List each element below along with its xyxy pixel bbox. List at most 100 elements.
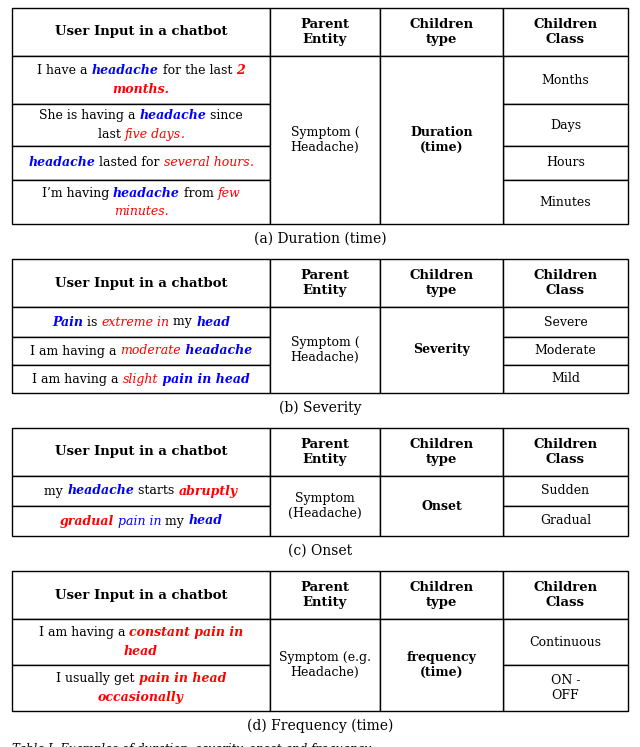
Text: headache: headache	[140, 109, 206, 123]
Text: starts: starts	[134, 485, 179, 498]
Text: I’m having: I’m having	[42, 187, 113, 199]
Text: my: my	[161, 515, 188, 527]
Bar	[12, 506, 270, 536]
Text: She is having a: She is having a	[39, 109, 140, 123]
Text: Duration
(time): Duration (time)	[410, 126, 473, 154]
Text: 2: 2	[236, 64, 244, 77]
Bar	[270, 476, 380, 536]
Text: several hours: several hours	[164, 157, 250, 170]
Bar	[503, 506, 628, 536]
Bar	[12, 571, 270, 619]
Bar	[503, 571, 628, 619]
Bar	[12, 665, 270, 711]
Text: last: last	[97, 128, 124, 140]
Text: minutes.: minutes.	[114, 205, 168, 218]
Bar	[12, 180, 270, 224]
Text: .: .	[250, 157, 253, 170]
Bar	[380, 571, 503, 619]
Text: Children
type: Children type	[410, 269, 474, 297]
Text: occasionally: occasionally	[98, 691, 184, 704]
Text: Symptom
(Headache): Symptom (Headache)	[288, 492, 362, 520]
Bar	[12, 619, 270, 665]
Text: Days: Days	[550, 119, 581, 131]
Bar	[380, 56, 503, 224]
Bar	[503, 259, 628, 307]
Text: head: head	[124, 645, 158, 657]
Bar	[12, 337, 270, 365]
Text: I am having a: I am having a	[30, 344, 120, 358]
Bar	[503, 104, 628, 146]
Text: Severe: Severe	[543, 315, 588, 329]
Text: Severity: Severity	[413, 344, 470, 356]
Text: I usually get: I usually get	[56, 672, 139, 685]
Bar	[380, 476, 503, 536]
Bar	[270, 571, 380, 619]
Text: headache: headache	[92, 64, 159, 77]
Bar	[380, 619, 503, 711]
Text: few: few	[218, 187, 241, 199]
Text: my: my	[169, 315, 196, 329]
Bar	[503, 180, 628, 224]
Text: headache: headache	[29, 157, 95, 170]
Text: Pain: Pain	[52, 315, 83, 329]
Text: Moderate: Moderate	[534, 344, 596, 358]
Text: .: .	[180, 128, 184, 140]
Text: Children
type: Children type	[410, 581, 474, 609]
Text: Onset: Onset	[421, 500, 462, 512]
Text: moderate: moderate	[120, 344, 181, 358]
Text: months.: months.	[113, 83, 170, 96]
Text: Table I: Examples of duration, severity, onset and frequency: Table I: Examples of duration, severity,…	[12, 743, 371, 747]
Bar	[503, 56, 628, 104]
Text: User Input in a chatbot: User Input in a chatbot	[55, 445, 227, 459]
Text: User Input in a chatbot: User Input in a chatbot	[55, 25, 227, 39]
Bar	[12, 307, 270, 337]
Text: my: my	[44, 485, 67, 498]
Bar	[503, 337, 628, 365]
Text: Symptom (e.g.
Headache): Symptom (e.g. Headache)	[279, 651, 371, 679]
Text: Parent
Entity: Parent Entity	[301, 581, 349, 609]
Text: I am having a: I am having a	[32, 373, 123, 385]
Text: since: since	[206, 109, 243, 123]
Text: Gradual: Gradual	[540, 515, 591, 527]
Text: Children
Class: Children Class	[533, 269, 598, 297]
Bar	[503, 428, 628, 476]
Bar	[270, 259, 380, 307]
Text: Children
Class: Children Class	[533, 438, 598, 466]
Text: (a) Duration (time): (a) Duration (time)	[253, 232, 387, 246]
Bar	[503, 476, 628, 506]
Text: gradual: gradual	[60, 515, 114, 527]
Text: Parent
Entity: Parent Entity	[301, 438, 349, 466]
Bar	[270, 428, 380, 476]
Text: Parent
Entity: Parent Entity	[301, 18, 349, 46]
Text: Children
type: Children type	[410, 438, 474, 466]
Text: Children
Class: Children Class	[533, 581, 598, 609]
Bar	[270, 307, 380, 393]
Text: five days: five days	[124, 128, 180, 140]
Bar	[503, 365, 628, 393]
Text: lasted for: lasted for	[95, 157, 164, 170]
Text: headache: headache	[113, 187, 180, 199]
Text: (c) Onset: (c) Onset	[288, 544, 352, 558]
Bar	[380, 8, 503, 56]
Text: abruptly: abruptly	[179, 485, 237, 498]
Bar	[503, 307, 628, 337]
Text: frequency
(time): frequency (time)	[406, 651, 476, 679]
Text: Months: Months	[541, 73, 589, 87]
Text: headache: headache	[181, 344, 252, 358]
Bar	[12, 146, 270, 180]
Bar	[12, 8, 270, 56]
Bar	[12, 365, 270, 393]
Bar	[12, 259, 270, 307]
Text: Parent
Entity: Parent Entity	[301, 269, 349, 297]
Text: User Input in a chatbot: User Input in a chatbot	[55, 276, 227, 290]
Bar	[270, 56, 380, 224]
Text: pain in: pain in	[114, 515, 161, 527]
Text: from: from	[180, 187, 218, 199]
Bar	[503, 8, 628, 56]
Text: head: head	[188, 515, 222, 527]
Bar	[12, 104, 270, 146]
Bar	[12, 428, 270, 476]
Bar	[380, 428, 503, 476]
Bar	[503, 665, 628, 711]
Bar	[270, 619, 380, 711]
